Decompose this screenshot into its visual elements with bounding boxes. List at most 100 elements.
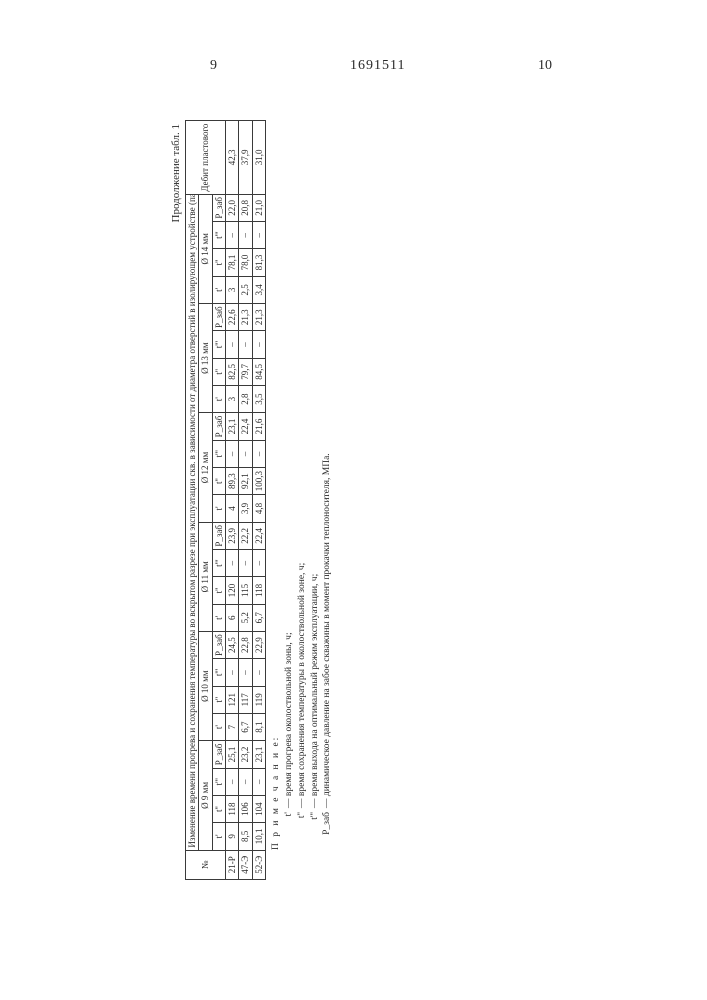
- cell: 118: [252, 577, 265, 604]
- cell: 106: [239, 795, 252, 822]
- cell: 23,2: [239, 741, 252, 768]
- note-text: — время выхода на оптимальный режим эксп…: [309, 574, 322, 808]
- cell: 21-Р: [226, 850, 239, 879]
- sub: t''': [212, 440, 225, 467]
- sub: t': [212, 495, 225, 522]
- note-symbol: P_заб: [321, 808, 334, 850]
- cell: 78,0: [239, 249, 252, 276]
- cell: 3,9: [239, 495, 252, 522]
- cell: –: [239, 440, 252, 467]
- cell: 3: [226, 276, 239, 303]
- sub: P_заб: [212, 304, 225, 331]
- cell: –: [226, 331, 239, 358]
- cell: 7: [226, 713, 239, 740]
- cell: –: [252, 222, 265, 249]
- dia-1: Ø 10 мм: [199, 631, 212, 740]
- row-diameters: Ø 9 мм Ø 10 мм Ø 11 мм Ø 12 мм Ø 13 мм Ø…: [199, 121, 212, 880]
- cell: 10,1: [252, 823, 265, 850]
- table-continuation-label: Продолжение табл. 1: [170, 120, 183, 880]
- sub: P_заб: [212, 522, 225, 549]
- note-row: P_заб — динамическое давление на забое с…: [321, 120, 334, 850]
- cell: –: [226, 659, 239, 686]
- sub: t'': [212, 686, 225, 713]
- cell: 24,5: [226, 631, 239, 658]
- sub: t'': [212, 577, 225, 604]
- cell: 117: [239, 686, 252, 713]
- rotated-table-block: Продолжение табл. 1 № Изменение времени …: [170, 120, 550, 880]
- cell: –: [252, 440, 265, 467]
- cell: 3,5: [252, 386, 265, 413]
- sub: t': [212, 386, 225, 413]
- cell: 22,8: [239, 631, 252, 658]
- cell: 3: [226, 386, 239, 413]
- cell: –: [239, 222, 252, 249]
- note-symbol: t''': [309, 808, 322, 850]
- cell: –: [252, 331, 265, 358]
- dia-0: Ø 9 мм: [199, 741, 212, 850]
- cell: –: [252, 659, 265, 686]
- cell: 21,0: [252, 194, 265, 221]
- dia-5: Ø 14 мм: [199, 194, 212, 303]
- sub: P_заб: [212, 413, 225, 440]
- sub: P_заб: [212, 631, 225, 658]
- cell: 121: [226, 686, 239, 713]
- row-subcols: t' t'' t''' P_заб t' t'' t''' P_заб t' t…: [212, 121, 225, 880]
- cell: 92,1: [239, 467, 252, 494]
- cell: 22,6: [226, 304, 239, 331]
- note-text: — время прогрева околоствольной зоны, ч;: [283, 632, 296, 808]
- col-debit: Дебит пластового флюида (нефти) после пр…: [185, 121, 225, 195]
- dia-2: Ø 11 мм: [199, 522, 212, 631]
- notes-label: П р и м е ч а н и е:: [271, 736, 281, 850]
- cell: 21,3: [252, 304, 265, 331]
- cell: 21,3: [239, 304, 252, 331]
- col-well-no: №: [185, 850, 225, 879]
- cell: –: [239, 549, 252, 576]
- cell: 4,8: [252, 495, 265, 522]
- page-number-right: 10: [538, 58, 552, 74]
- cell: 118: [226, 795, 239, 822]
- sub: t'': [212, 467, 225, 494]
- cell: 6,7: [252, 604, 265, 631]
- cell: –: [226, 549, 239, 576]
- cell: 119: [252, 686, 265, 713]
- note-symbol: t'': [296, 808, 309, 850]
- cell: 82,5: [226, 358, 239, 385]
- cell: 6,7: [239, 713, 252, 740]
- note-text: — динамическое давление на забое скважин…: [321, 453, 334, 808]
- data-table: № Изменение времени прогрева и сохранени…: [185, 120, 267, 880]
- cell: 78,1: [226, 249, 239, 276]
- cell: 47-Э: [239, 850, 252, 879]
- note-row: t'' — время сохранения температуры в око…: [296, 120, 309, 850]
- cell: 22,4: [239, 413, 252, 440]
- cell: –: [239, 659, 252, 686]
- cell: 8,1: [252, 713, 265, 740]
- cell: –: [226, 768, 239, 795]
- cell: 42,3: [226, 121, 239, 195]
- cell: –: [226, 222, 239, 249]
- cell: 23,9: [226, 522, 239, 549]
- sub: t'': [212, 795, 225, 822]
- page-number-left: 9: [210, 58, 217, 74]
- cell: 4: [226, 495, 239, 522]
- note-symbol: t': [283, 808, 296, 850]
- cell: 120: [226, 577, 239, 604]
- cell: –: [226, 440, 239, 467]
- cell: 22,0: [226, 194, 239, 221]
- note-text: — время сохранения температуры в околост…: [296, 563, 309, 808]
- sub: t''': [212, 222, 225, 249]
- table-row: 21-Р 9 118 – 25,1 7 121 – 24,5 6 120 – 2…: [226, 121, 239, 880]
- cell: 23,1: [226, 413, 239, 440]
- cell: 20,8: [239, 194, 252, 221]
- sub: t': [212, 604, 225, 631]
- col-main-header: Изменение времени прогрева и сохранения …: [185, 194, 199, 850]
- table-row: 47-Э 8,5 106 – 23,2 6,7 117 – 22,8 5,2 1…: [239, 121, 252, 880]
- note-row: t''' — время выхода на оптимальный режим…: [309, 120, 322, 850]
- table-body: 21-Р 9 118 – 25,1 7 121 – 24,5 6 120 – 2…: [226, 121, 266, 880]
- cell: 22,9: [252, 631, 265, 658]
- cell: 104: [252, 795, 265, 822]
- cell: –: [252, 768, 265, 795]
- sub: t': [212, 713, 225, 740]
- cell: 81,3: [252, 249, 265, 276]
- cell: 9: [226, 823, 239, 850]
- sub: t'': [212, 249, 225, 276]
